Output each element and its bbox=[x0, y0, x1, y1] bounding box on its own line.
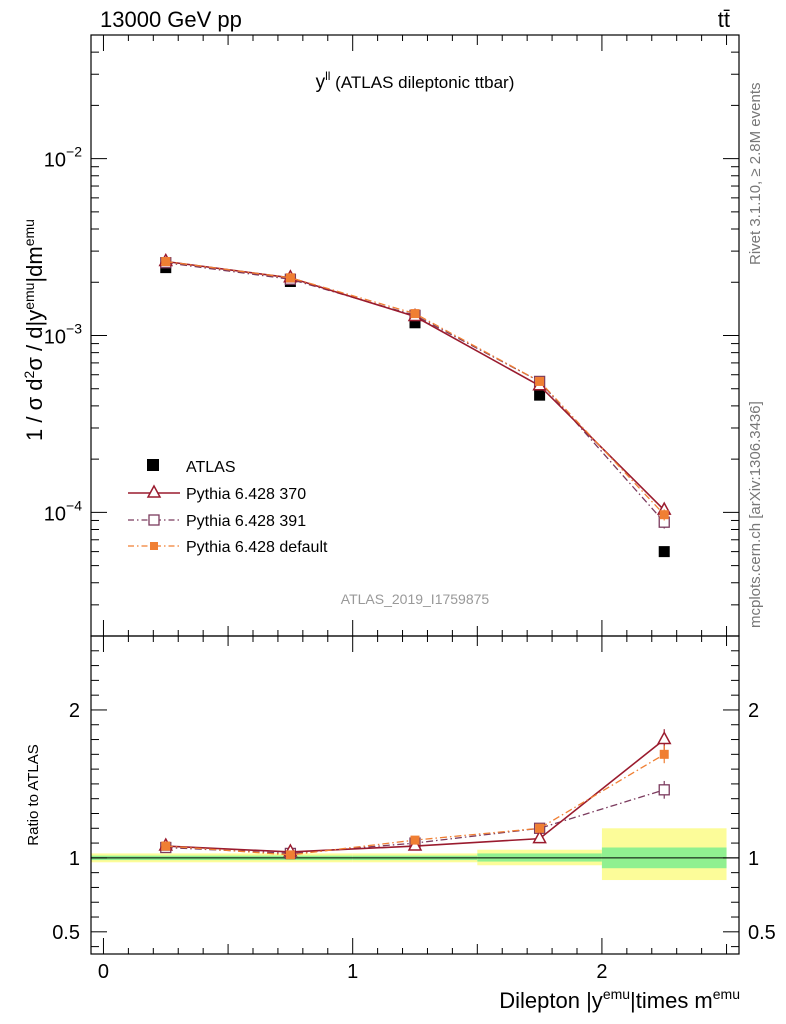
legend-label-391: Pythia 6.428 391 bbox=[186, 513, 306, 530]
ratio-ticks bbox=[91, 635, 739, 954]
main-line-pythia-6-428-default bbox=[165, 260, 665, 516]
ratio-point-pythia-6-428-370 bbox=[656, 730, 672, 745]
legend: ATLAS Pythia 6.428 370 Pythia 6.428 391 … bbox=[128, 459, 328, 556]
main-point-pythia-6-428-default bbox=[410, 309, 420, 319]
main-series bbox=[158, 252, 672, 558]
ratio-ytick-label-right: 1 bbox=[748, 848, 759, 870]
main-point-atlas bbox=[409, 317, 421, 329]
ratio-xtick-label: 1 bbox=[347, 961, 358, 983]
energy-label: 13000 GeV pp bbox=[100, 7, 242, 32]
ratio-point-pythia-6-428-default bbox=[659, 749, 669, 759]
main-point-atlas bbox=[658, 546, 670, 558]
rivet-label: Rivet 3.1.10, ≥ 2.8M events bbox=[747, 83, 764, 266]
ratio-frame bbox=[90, 635, 740, 955]
ratio-series bbox=[158, 729, 672, 860]
legend-label-default: Pythia 6.428 default bbox=[186, 539, 328, 556]
main-ytick-label: 10−3 bbox=[44, 321, 82, 349]
ratio-line-pythia-6-428-370 bbox=[165, 738, 665, 853]
main-title: yll (ATLAS dileptonic ttbar) bbox=[316, 69, 515, 93]
main-tick-labels: 10−2 10−3 10−4 bbox=[44, 144, 82, 526]
ratio-ylabel: Ratio to ATLAS bbox=[25, 744, 42, 845]
legend-marker-370 bbox=[146, 484, 162, 498]
main-panel: 10−2 10−3 10−4 yll (ATLAS dileptonic ttbar… bbox=[21, 34, 740, 637]
ratio-point-pythia-6-428-default bbox=[161, 841, 171, 851]
main-point-pythia-6-428-default bbox=[285, 273, 295, 283]
ratio-xtick-label: 0 bbox=[98, 961, 109, 983]
main-ticks bbox=[91, 34, 739, 637]
ratio-point-pythia-6-428-default bbox=[410, 835, 420, 845]
ratio-point-pythia-6-428-default bbox=[535, 823, 545, 833]
ratio-panel: 0.5 0.5 1 1 2 2 0 1 2 Ratio to ATLAS Dilepton |y… bbox=[25, 635, 776, 1013]
ratio-ytick-label: 1 bbox=[69, 848, 80, 870]
ratio-ytick-label: 2 bbox=[69, 700, 80, 722]
main-ytick-label: 10−2 bbox=[44, 144, 82, 172]
ratio-point-pythia-6-428-370 bbox=[532, 830, 547, 844]
ratio-ytick-label: 0.5 bbox=[52, 922, 80, 944]
legend-marker-391 bbox=[148, 514, 160, 526]
legend-marker-atlas bbox=[147, 459, 159, 471]
analysis-id: ATLAS_2019_I1759875 bbox=[341, 591, 490, 607]
main-ylabel: 1 / σ d2σ / d|yemu|dmemu bbox=[21, 219, 47, 441]
ratio-ytick-label-right: 2 bbox=[748, 700, 759, 722]
legend-marker-default bbox=[150, 542, 158, 550]
legend-label-370: Pythia 6.428 370 bbox=[186, 486, 306, 503]
ratio-tick-labels: 0.5 0.5 1 1 2 2 0 1 2 bbox=[52, 700, 776, 983]
ratio-bands bbox=[91, 828, 727, 881]
process-label: tt̄ bbox=[718, 7, 730, 32]
main-line-pythia-6-428-391 bbox=[165, 262, 665, 523]
main-point-pythia-6-428-default bbox=[535, 376, 545, 386]
legend-label-atlas: ATLAS bbox=[186, 459, 236, 476]
ratio-point-pythia-6-428-default bbox=[285, 850, 295, 860]
main-line-pythia-6-428-370 bbox=[165, 260, 665, 511]
main-point-atlas bbox=[534, 389, 546, 401]
ratio-ytick-label-right: 0.5 bbox=[748, 922, 776, 944]
ratio-xtick-label: 2 bbox=[596, 961, 607, 983]
main-point-pythia-6-428-default bbox=[161, 257, 171, 267]
main-ytick-label: 10−4 bbox=[44, 497, 82, 525]
mcplots-label: mcplots.cern.ch [arXiv:1306.3436] bbox=[747, 401, 764, 628]
main-point-pythia-6-428-default bbox=[659, 510, 669, 520]
ratio-xlabel: Dilepton |yemu|times memu bbox=[499, 986, 740, 1013]
ratio-point-pythia-6-428-391 bbox=[658, 784, 670, 796]
